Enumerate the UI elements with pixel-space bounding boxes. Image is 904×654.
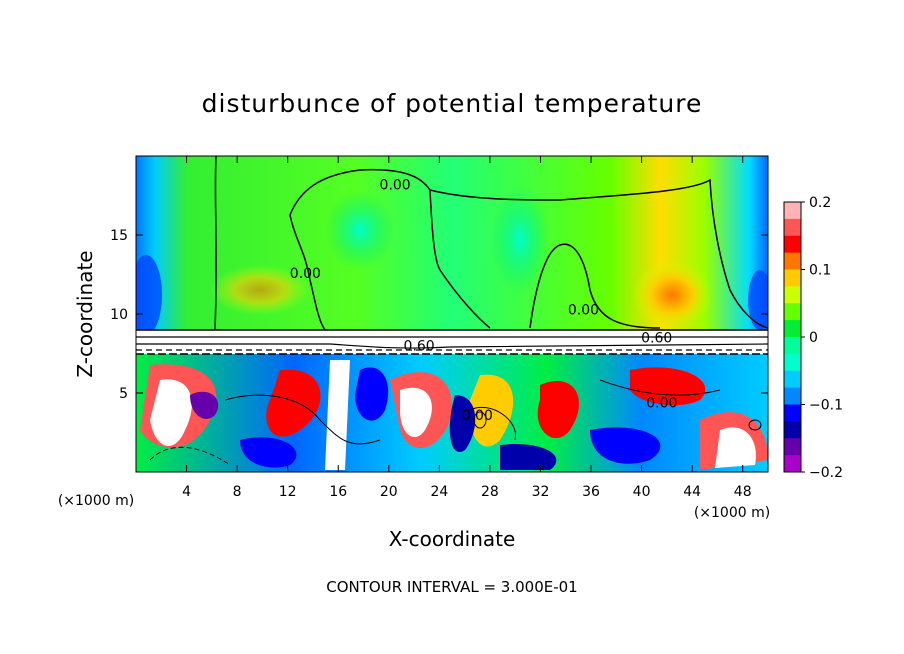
cold-edge-anomaly [136, 255, 162, 335]
x-tick-label: 20 [380, 484, 398, 500]
colorbar-tick-label: 0 [809, 330, 818, 346]
colorbar-band [784, 269, 801, 287]
colorbar-band [784, 421, 801, 439]
y-tick-label: 10 [110, 307, 128, 323]
x-unit-label-left: (×1000 m) [58, 493, 134, 509]
cold-eddy [449, 395, 476, 452]
x-axis-label: X-coordinate [389, 527, 516, 551]
x-tick-label: 48 [734, 484, 752, 500]
colorbar-band [784, 353, 801, 372]
colorbar [783, 201, 802, 473]
colorbar-band [784, 370, 801, 389]
colorbar-tick-label: −0.1 [809, 398, 843, 414]
contour-label: 0.00 [568, 302, 599, 318]
contour-label: 0.00 [646, 395, 677, 411]
contour-label: 0.60 [641, 331, 672, 347]
x-tick-label: 8 [233, 484, 242, 500]
cold-edge-anomaly [748, 270, 768, 330]
warm-eddy [469, 374, 514, 447]
contour-line [748, 419, 762, 431]
x-tick-label: 36 [582, 484, 600, 500]
cold-eddy [355, 367, 389, 421]
contour-line [214, 156, 217, 331]
contour-line [469, 406, 516, 441]
cold-eddy [590, 427, 661, 464]
contour-line [289, 214, 326, 331]
contour-interval-annotation: CONTOUR INTERVAL = 3.000E-01 [326, 578, 577, 596]
contour-line [149, 446, 231, 466]
contour-line [136, 343, 768, 349]
y-tick-label: 5 [119, 386, 128, 402]
colorbar-band [784, 218, 801, 237]
colorbar-band [784, 252, 801, 270]
colorbar-ticks: 0.2 0.1 0 −0.1 −0.2 [801, 195, 843, 481]
x-axis-ticks: 4 8 12 16 20 24 28 32 36 40 44 48 [182, 156, 752, 500]
neutral-eddy [715, 427, 756, 468]
colorbar-band [784, 455, 801, 473]
colorbar-tick-label: −0.2 [809, 465, 843, 481]
y-axis-ticks: 5 10 15 [110, 228, 768, 402]
colorbar-band [784, 202, 801, 220]
colorbar-band [784, 404, 801, 422]
x-tick-label: 40 [633, 484, 651, 500]
warm-eddy [266, 369, 321, 437]
cool-anomaly [325, 190, 395, 270]
chart-title: disturbunce of potential temperature [202, 89, 703, 118]
x-tick-label: 16 [329, 484, 347, 500]
y-axis-label: Z-coordinate [73, 250, 97, 377]
warm-eddy [630, 367, 706, 406]
neutral-eddy [150, 379, 192, 447]
colorbar-band [784, 337, 801, 355]
contour-line [599, 379, 721, 396]
contour-label: 0.60 [404, 339, 435, 355]
cold-eddy [190, 391, 219, 419]
x-tick-label: 44 [683, 484, 701, 500]
contour-labels: 0.00 0.00 0.00 0.60 0.60 0.00 0.00 [290, 177, 678, 424]
contour-label: 0.00 [462, 408, 493, 424]
contour-line [224, 394, 381, 445]
colorbar-band [784, 438, 801, 456]
plot-area: 0.00 0.00 0.00 0.60 0.60 0.00 0.00 [136, 156, 768, 472]
cool-anomaly [490, 185, 550, 295]
neutral-eddy [325, 360, 350, 470]
x-tick-label: 32 [532, 484, 550, 500]
colorbar-band [784, 303, 801, 321]
contour-label: 0.00 [380, 177, 411, 193]
contour-line [429, 178, 768, 329]
x-tick-label: 28 [481, 484, 499, 500]
cold-eddy [500, 444, 557, 470]
colorbar-band [784, 320, 801, 338]
colorbar-tick-label: 0.1 [809, 263, 831, 279]
colorbar-band [784, 235, 801, 254]
neutral-eddy [400, 387, 432, 438]
colorbar-tick-label: 0.2 [809, 195, 831, 211]
y-tick-label: 15 [110, 228, 128, 244]
cold-eddy [240, 437, 297, 468]
colorbar-band [784, 387, 801, 405]
x-tick-label: 4 [182, 484, 191, 500]
warm-eddy [537, 381, 579, 439]
colorbar-band [784, 286, 801, 304]
warm-anomaly [210, 265, 310, 315]
contour-line [529, 243, 661, 329]
contour-line [473, 411, 487, 429]
contour-label: 0.00 [290, 266, 321, 282]
x-unit-label-right: (×1000 m) [694, 505, 770, 521]
x-tick-label: 24 [430, 484, 448, 500]
x-tick-label: 12 [279, 484, 297, 500]
warm-anomaly [632, 260, 712, 330]
